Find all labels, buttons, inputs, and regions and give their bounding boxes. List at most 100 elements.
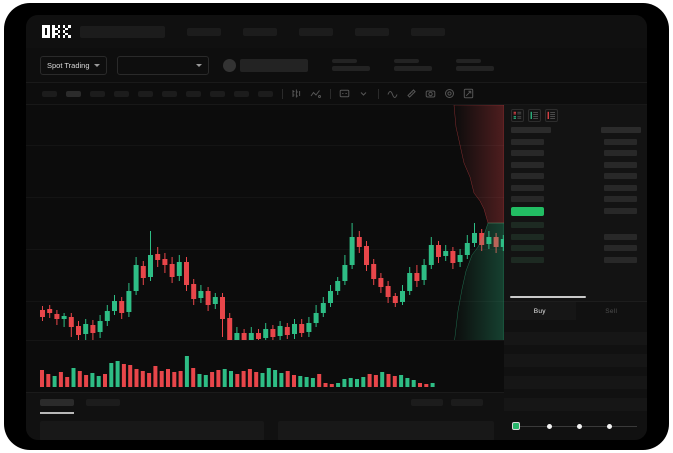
stat-label (331, 58, 357, 64)
order-book-last-price[interactable] (511, 207, 544, 217)
order-total-field[interactable] (504, 376, 647, 389)
market-header-bar: Spot Trading (26, 48, 647, 83)
timeframe-2[interactable] (66, 90, 81, 97)
timeframe-4[interactable] (114, 90, 129, 97)
order-book-ask-size[interactable] (604, 184, 637, 191)
order-book-ask-size[interactable] (604, 161, 637, 168)
candlestick-series (40, 223, 504, 345)
order-book-bid-size[interactable] (604, 233, 637, 240)
submit-order-button[interactable] (512, 435, 640, 437)
indicator-icon[interactable] (339, 88, 350, 99)
order-book-ask-size[interactable] (604, 196, 637, 202)
camera-icon[interactable] (425, 88, 436, 99)
depth-overlay (453, 105, 504, 345)
order-book-bid-row[interactable] (511, 256, 544, 263)
order-extra-field[interactable] (504, 398, 647, 411)
timeframe-1[interactable] (42, 90, 57, 97)
order-book-bid-size[interactable] (604, 245, 637, 252)
amount-slider[interactable] (512, 421, 640, 431)
trade-form: Buy Sell (504, 301, 647, 440)
top-navigation-bar (26, 15, 647, 48)
trading-mode-selector[interactable]: Spot Trading (40, 55, 107, 75)
toolbar-divider (330, 88, 331, 99)
order-book-bid-row[interactable] (511, 222, 544, 229)
ruler-icon[interactable] (406, 88, 417, 99)
slider-tick-25[interactable] (547, 423, 552, 429)
tab-sell[interactable]: Sell (605, 307, 618, 315)
timeframe-3[interactable] (90, 90, 105, 97)
orderbook-bids-icon[interactable] (528, 109, 541, 122)
orderbook-asks-icon[interactable] (545, 109, 558, 122)
chevron-down-icon[interactable] (358, 88, 369, 99)
order-book-ask-row[interactable] (511, 184, 544, 191)
timeframe-8[interactable] (210, 90, 225, 97)
nav-item-3[interactable] (298, 27, 333, 36)
device-frame: Spot Trading (4, 3, 669, 450)
order-book-bid-row[interactable] (511, 233, 544, 240)
horizontal-scrollbar[interactable] (510, 296, 586, 298)
stat-value (331, 66, 370, 72)
trading-mode-label: Spot Trading (47, 60, 90, 70)
slider-tick-50[interactable] (577, 423, 582, 429)
timeframe-list (26, 90, 273, 97)
market-stat-2 (393, 58, 432, 72)
order-book-ask-row[interactable] (511, 173, 544, 180)
order-amount-field[interactable] (504, 354, 647, 367)
nav-item-2[interactable] (242, 27, 277, 36)
orders-action-2[interactable] (451, 399, 483, 406)
slider-handle[interactable] (512, 422, 520, 430)
settings-icon[interactable] (444, 88, 455, 99)
orders-tab-open[interactable] (40, 399, 74, 406)
order-book-ask-row[interactable] (511, 161, 544, 168)
nav-item-5[interactable] (410, 27, 445, 36)
orders-tab-history[interactable] (86, 399, 120, 406)
order-book-header-left[interactable] (511, 127, 551, 133)
stat-value (393, 66, 432, 72)
chevron-down-icon (195, 63, 202, 67)
order-book-ask-row[interactable] (511, 139, 544, 145)
orderbook-both-icon[interactable] (511, 109, 524, 122)
candlestick-chart-icon[interactable] (291, 88, 302, 99)
order-book-ask-size[interactable] (604, 139, 637, 145)
stat-label (455, 58, 481, 64)
wave-line-icon[interactable] (387, 88, 398, 99)
order-book-last-size[interactable] (604, 208, 637, 215)
gridline-4 (26, 301, 504, 302)
timeframe-9[interactable] (234, 90, 249, 97)
order-price-field[interactable] (504, 332, 647, 345)
line-chart-icon[interactable] (310, 88, 321, 99)
order-book-ask-row[interactable] (511, 196, 544, 202)
timeframe-10[interactable] (258, 90, 273, 97)
order-book-ask-size[interactable] (604, 173, 637, 180)
order-book-header-right[interactable] (601, 127, 641, 133)
pair-avatar (222, 58, 236, 72)
orders-action-1[interactable] (411, 399, 443, 406)
order-book-bid-row[interactable] (511, 245, 544, 252)
timeframe-7[interactable] (186, 90, 201, 97)
pair-selector[interactable] (116, 55, 209, 75)
toolbar-divider (378, 88, 379, 99)
pair-name-label (239, 58, 308, 72)
order-book-rows (504, 127, 647, 293)
buy-sell-tabs: Buy Sell (504, 302, 647, 320)
stat-value (455, 66, 494, 72)
orders-tab-list (26, 393, 504, 412)
nav-item-1[interactable] (186, 27, 221, 36)
volume-bar-series (40, 356, 435, 387)
order-book-ask-size[interactable] (604, 150, 637, 157)
search-input[interactable] (79, 25, 165, 38)
nav-item-4[interactable] (354, 27, 389, 36)
volume-chart[interactable] (26, 340, 504, 392)
order-book[interactable] (504, 105, 647, 301)
timeframe-6[interactable] (162, 90, 177, 97)
tab-buy[interactable]: Buy (504, 302, 576, 320)
orders-placeholder-1 (40, 421, 264, 440)
fullscreen-icon[interactable] (463, 88, 474, 99)
okx-logo-icon[interactable] (42, 25, 71, 38)
gridline-2 (26, 197, 504, 198)
order-book-ask-row[interactable] (511, 150, 544, 157)
price-chart[interactable] (26, 105, 504, 345)
order-book-bid-size[interactable] (604, 256, 637, 263)
timeframe-5[interactable] (138, 90, 153, 97)
slider-tick-75[interactable] (607, 423, 612, 429)
